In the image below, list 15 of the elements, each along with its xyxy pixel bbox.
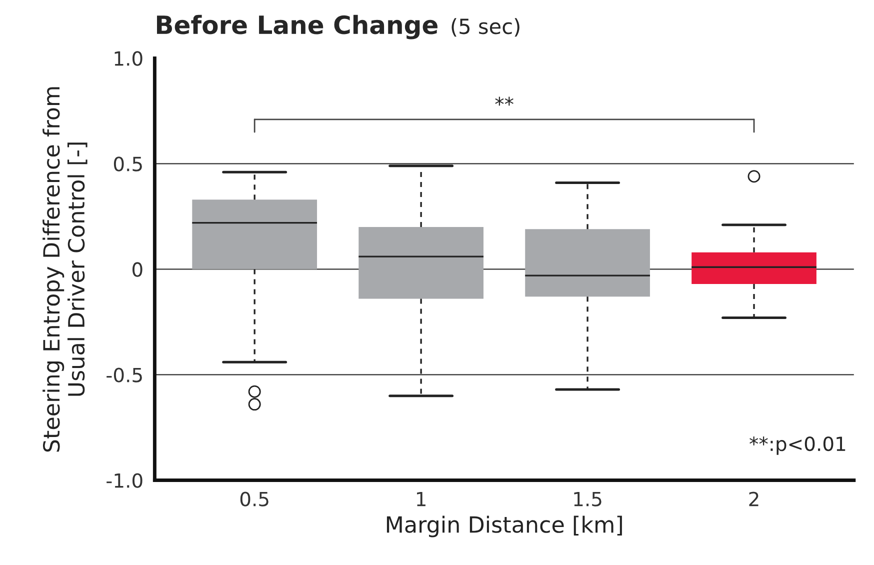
x-tick-label: 1.5 — [574, 492, 602, 506]
chart-title: Before Lane Change — [156, 14, 438, 40]
x-tick-label: 2 — [749, 492, 758, 506]
y-tick-label: -1.0 — [106, 473, 142, 488]
y-tick-label: 0 — [132, 262, 142, 277]
x-tick-label: 0.5 — [240, 492, 268, 506]
x-axis-title: Margin Distance [km] — [386, 516, 622, 538]
annotation: ** — [495, 96, 514, 106]
x-tick-label: 1 — [417, 492, 426, 506]
chart-subtitle: (5 sec) — [452, 18, 520, 37]
y-tick-label: 1.0 — [114, 51, 142, 66]
y-axis-title: Steering Entropy Difference from Usual Driver Control [-] — [42, 87, 88, 452]
annotation: **:p<0.01 — [750, 436, 846, 455]
y-tick-label: 0.5 — [114, 156, 142, 172]
y-tick-label: -0.5 — [106, 368, 142, 382]
